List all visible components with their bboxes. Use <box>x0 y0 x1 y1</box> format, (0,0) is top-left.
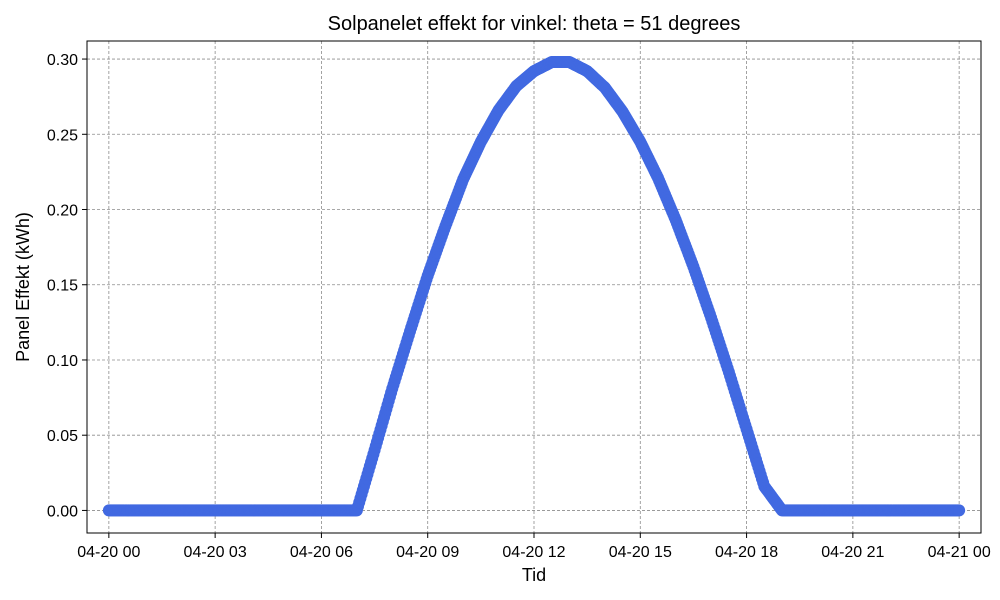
chart-title: Solpanelet effekt for vinkel: theta = 51… <box>328 13 741 35</box>
x-tick-label: 04-20 00 <box>77 544 140 561</box>
x-tick-label: 04-20 21 <box>821 544 884 561</box>
x-axis-ticks: 04-20 00 04-20 03 04-20 06 04-20 09 04-20 12… <box>77 533 991 561</box>
y-tick-label: 0.05 <box>47 428 78 445</box>
data-point <box>953 504 966 517</box>
x-tick-label: 04-20 15 <box>609 544 672 561</box>
y-tick-label: 0.10 <box>47 353 78 370</box>
y-axis-ticks: 0.00 0.05 0.10 0.15 0.20 0.25 0.30 <box>47 52 87 520</box>
y-tick-label: 0.15 <box>47 278 78 295</box>
x-tick-label: 04-20 06 <box>290 544 353 561</box>
grid-lines <box>87 41 981 533</box>
x-tick-label: 04-21 00 <box>928 544 991 561</box>
y-axis-label: Panel Effekt (kWh) <box>13 212 33 362</box>
y-tick-label: 0.00 <box>47 503 78 520</box>
y-tick-label: 0.20 <box>47 203 78 220</box>
x-tick-label: 04-20 12 <box>502 544 565 561</box>
y-tick-label: 0.25 <box>47 127 78 144</box>
x-tick-label: 04-20 18 <box>715 544 778 561</box>
x-tick-label: 04-20 09 <box>396 544 459 561</box>
series-points <box>102 56 966 517</box>
y-tick-label: 0.30 <box>47 52 78 69</box>
x-tick-label: 04-20 03 <box>184 544 247 561</box>
x-axis-label: Tid <box>522 565 546 585</box>
